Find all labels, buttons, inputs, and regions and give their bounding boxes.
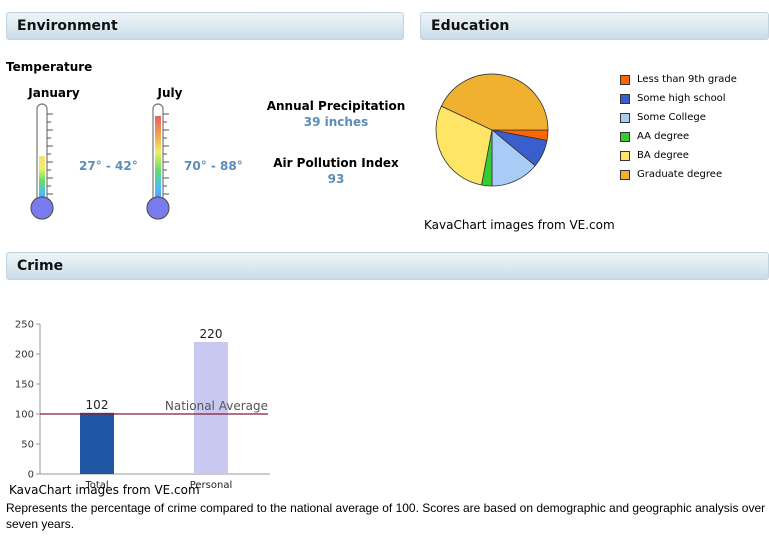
- legend-label: AA degree: [637, 131, 690, 142]
- environment-title: Environment: [17, 18, 118, 34]
- education-header: Education: [420, 12, 769, 40]
- precipitation-label: Annual Precipitation: [266, 99, 406, 113]
- january-range: 27° - 42°: [79, 159, 138, 173]
- legend-label: Less than 9th grade: [637, 74, 737, 85]
- july-label: July: [157, 86, 183, 100]
- y-tick-label: 150: [15, 380, 34, 391]
- education-credit: KavaChart images from VE.com: [424, 218, 615, 232]
- y-tick-label: 250: [15, 320, 34, 331]
- y-tick-label: 200: [15, 350, 34, 361]
- x-tick-label: Personal: [190, 480, 233, 491]
- crime-description: Represents the percentage of crime compa…: [6, 501, 766, 531]
- y-tick-label: 50: [21, 440, 34, 451]
- temperature-title: Temperature: [6, 60, 93, 74]
- education-pie-chart: [435, 73, 549, 187]
- legend-label: Graduate degree: [637, 169, 723, 180]
- legend-label: Some College: [637, 112, 706, 123]
- legend-swatch: [620, 75, 630, 85]
- bar-personal: [194, 342, 228, 474]
- crime-header: Crime: [6, 252, 769, 280]
- environment-header: Environment: [6, 12, 404, 40]
- y-tick-label: 100: [15, 410, 34, 421]
- pollution-label: Air Pollution Index: [273, 156, 399, 170]
- legend-swatch: [620, 151, 630, 161]
- july-bulb: [146, 196, 170, 220]
- pie-slice-graduate-degree: [440, 73, 549, 131]
- july-range: 70° - 88°: [184, 159, 243, 173]
- legend-swatch: [620, 170, 630, 180]
- january-thermometer: [30, 103, 54, 220]
- pollution-value: 93: [327, 172, 345, 186]
- legend-swatch: [620, 94, 630, 104]
- education-title: Education: [431, 18, 510, 34]
- legend-swatch: [620, 132, 630, 142]
- crime-title: Crime: [17, 258, 64, 274]
- precipitation-value: 39 inches: [303, 115, 369, 129]
- legend-label: Some high school: [637, 93, 726, 104]
- legend-swatch: [620, 113, 630, 123]
- x-tick-label: Total: [84, 480, 108, 491]
- bar-total: [80, 412, 114, 474]
- national-average-label: National Average: [165, 399, 268, 413]
- january-label: January: [28, 86, 80, 100]
- july-mercury: [155, 116, 161, 206]
- crime-credit: KavaChart images from VE.com: [9, 483, 200, 497]
- bar-value-label: 102: [86, 398, 109, 412]
- january-bulb: [30, 196, 54, 220]
- bar-value-label: 220: [200, 327, 223, 341]
- legend-label: BA degree: [637, 150, 689, 161]
- january-mercury: [39, 156, 45, 206]
- y-tick-label: 0: [28, 470, 34, 481]
- crime-bar-chart: 0 50 100 150 200 250 102 Total 220 Personal Nation…: [15, 320, 270, 491]
- july-thermometer: [146, 103, 170, 220]
- pie-slice-ba-degree: [435, 105, 493, 186]
